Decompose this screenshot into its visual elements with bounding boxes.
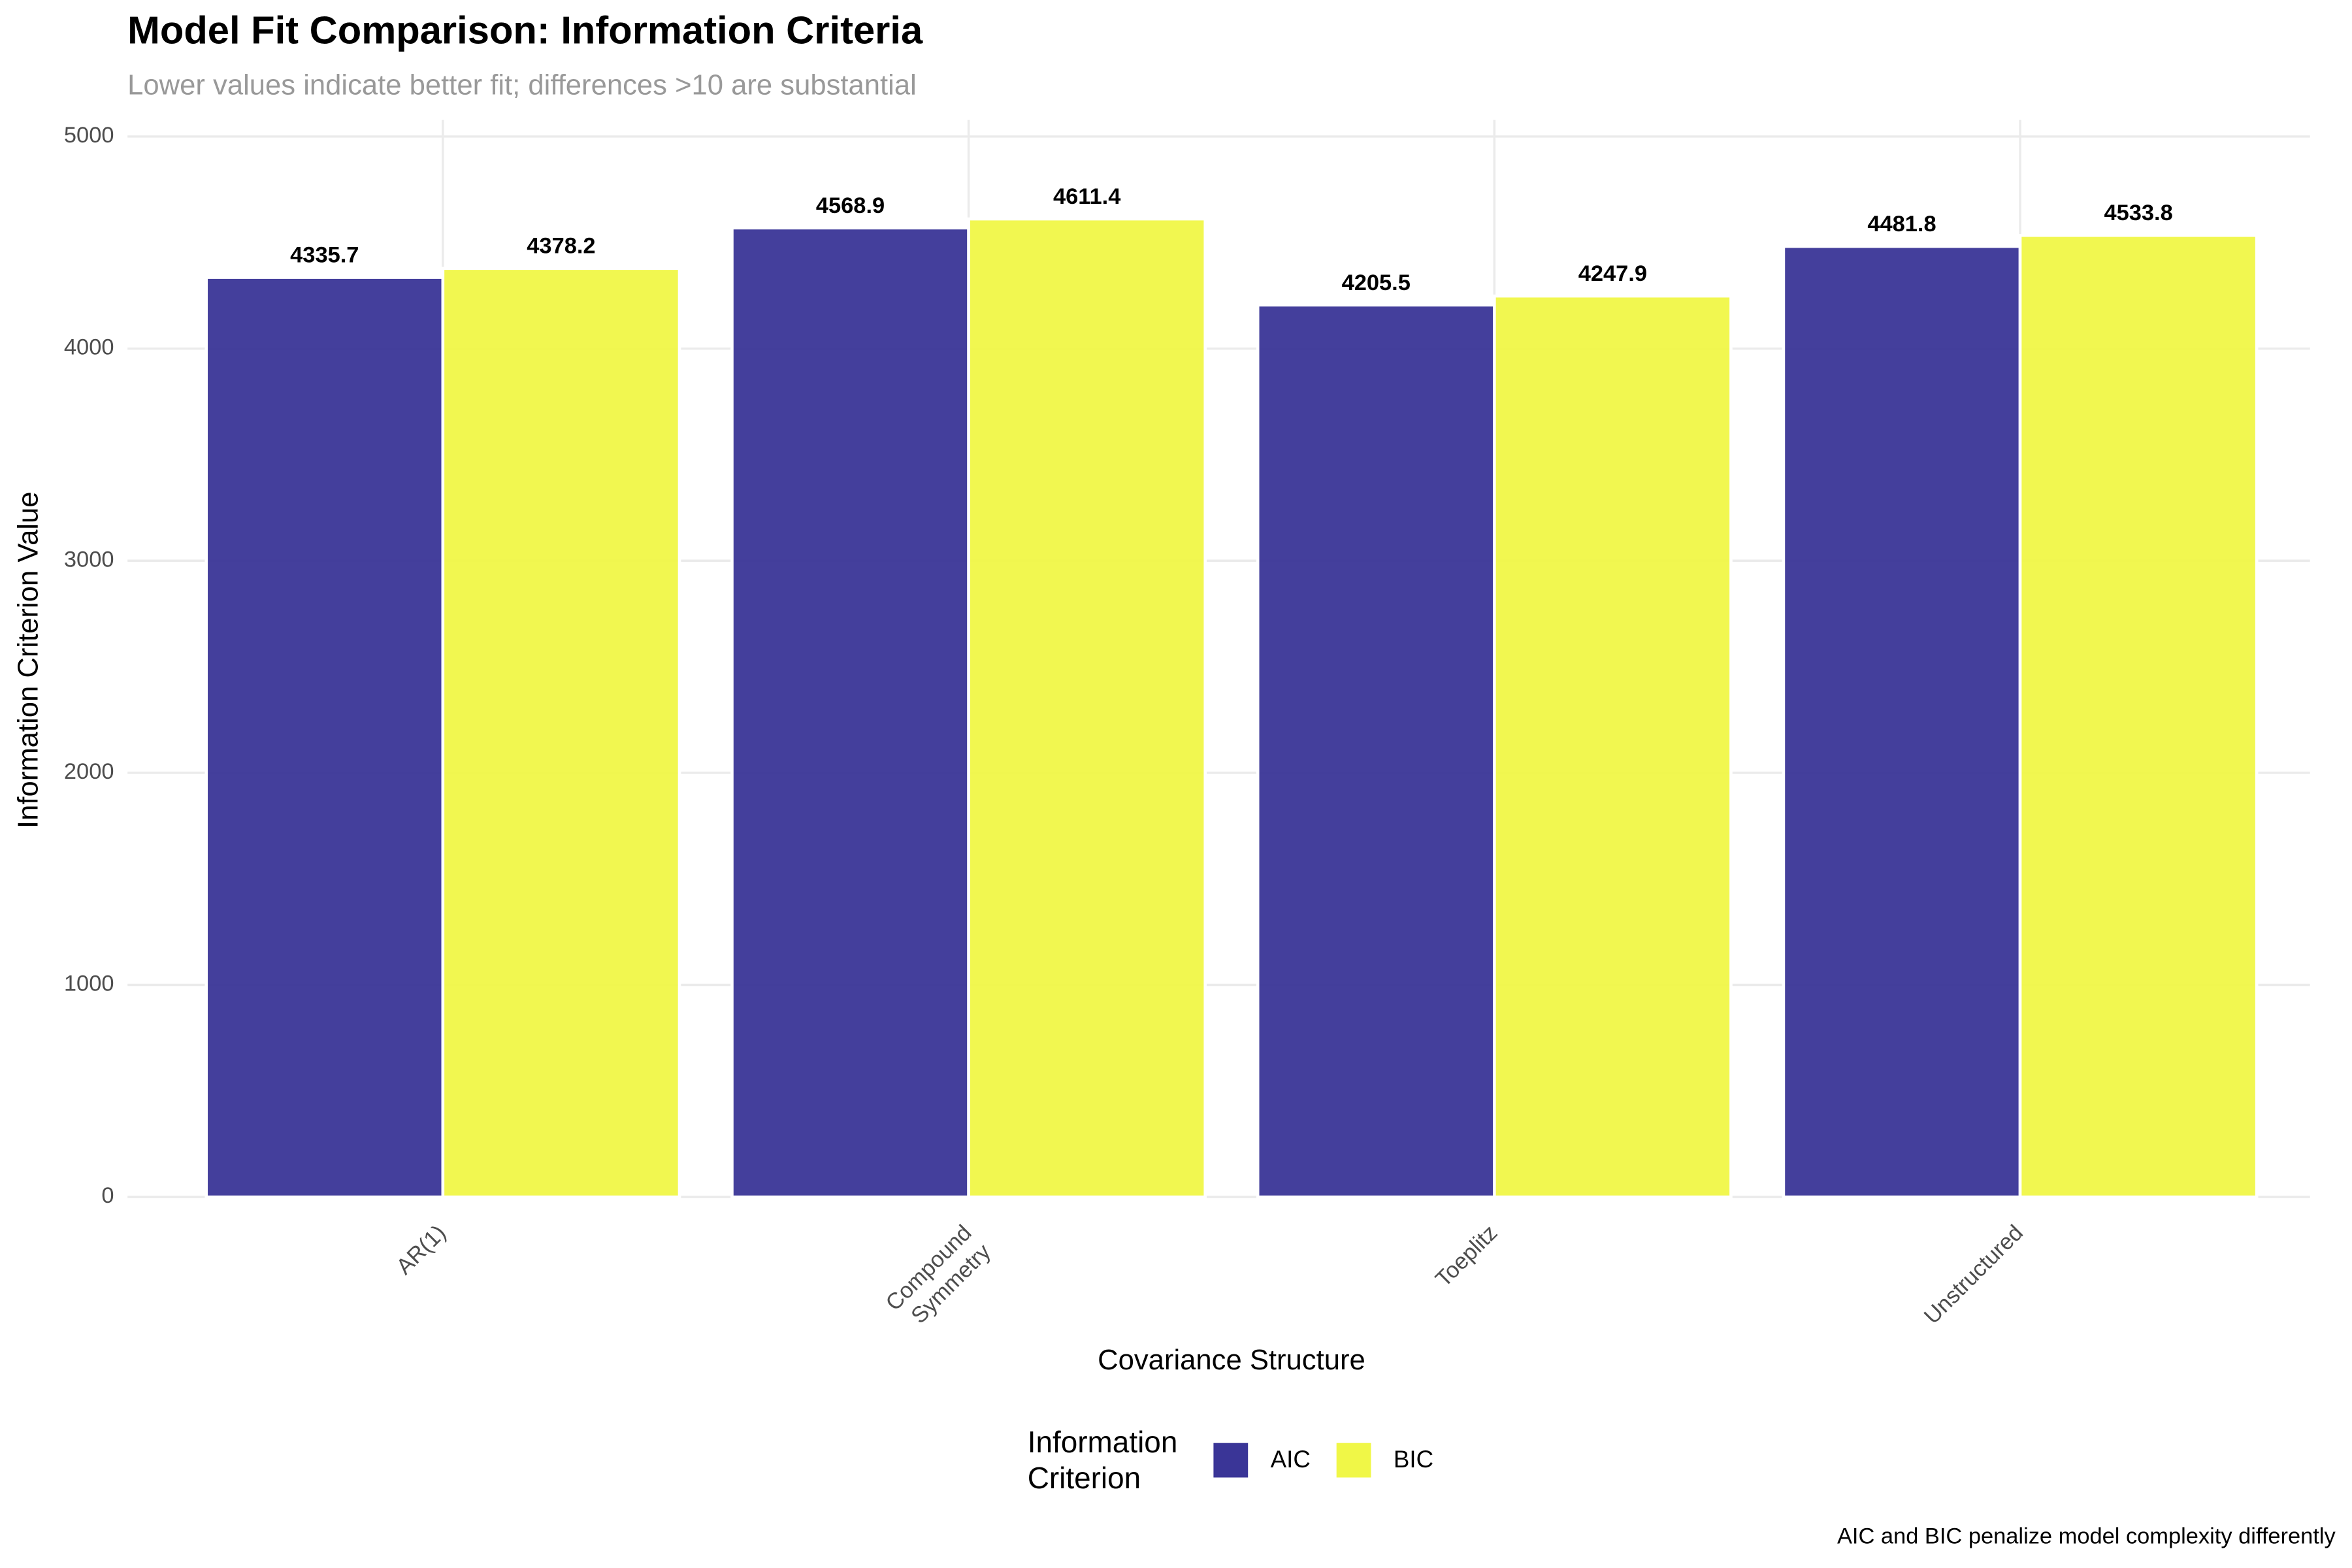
x-axis-label: Covariance Structure [1098,1345,1365,1376]
chart-subtitle: Lower values indicate better fit; differ… [127,70,917,101]
y-tick-label: 0 [101,1183,114,1208]
legend-swatch [1213,1443,1249,1478]
value-label: 4247.9 [1578,261,1647,286]
legend-title: Information Criterion [1028,1425,1178,1495]
bar [1493,294,1733,1199]
value-label: 4205.5 [1342,270,1411,295]
chart-title: Model Fit Comparison: Information Criter… [127,8,923,52]
value-label: 4533.8 [2104,201,2172,225]
value-label: 4481.8 [1867,212,1936,237]
value-label: 4611.4 [1053,184,1120,209]
y-tick-label: 5000 [64,123,114,148]
legend-swatch [1336,1443,1371,1478]
bar [204,276,445,1199]
bar [967,217,1207,1199]
y-tick-label: 3000 [64,547,114,572]
value-label: 4335.7 [290,243,359,268]
y-tick-label: 2000 [64,759,114,784]
bar [730,226,970,1199]
bar [2018,233,2259,1199]
legend-label: AIC [1271,1446,1311,1473]
y-tick-label: 4000 [64,335,114,360]
y-axis-label: Information Criterion Value [12,491,44,828]
bar [441,267,681,1199]
value-label: 4378.2 [527,234,595,259]
y-tick-label: 1000 [64,972,114,996]
caption: AIC and BIC penalize model complexity di… [1837,1524,2336,1548]
value-label: 4568.9 [816,193,885,218]
legend-label: BIC [1394,1446,1433,1473]
bar [1782,244,2022,1199]
bar [1256,303,1496,1199]
